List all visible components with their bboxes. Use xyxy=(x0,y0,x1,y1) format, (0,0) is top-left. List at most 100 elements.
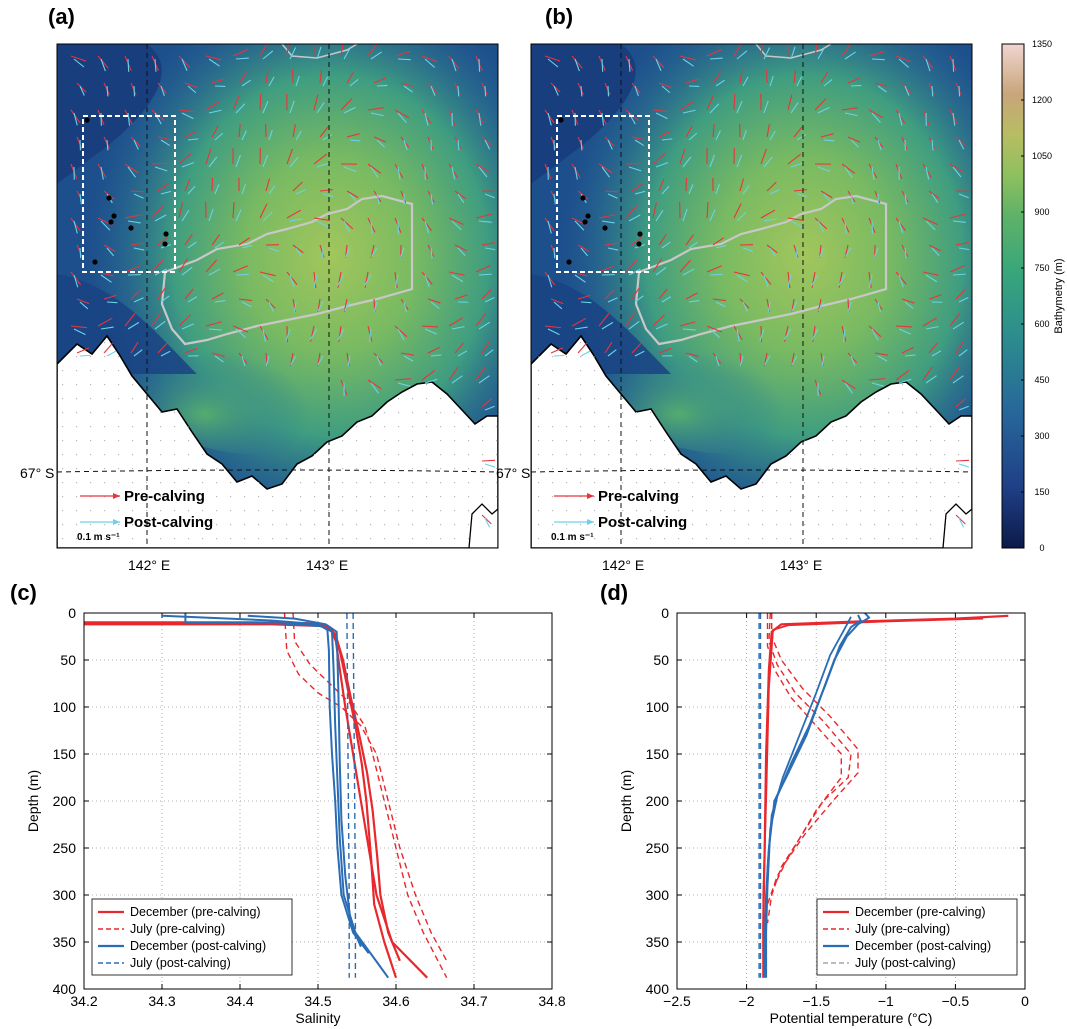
pre-calving-arrow xyxy=(346,71,355,84)
series-group xyxy=(84,613,448,979)
post-calving-arrow xyxy=(478,273,492,276)
post-calving-arrow xyxy=(628,320,640,330)
pre-calving-arrow xyxy=(394,271,398,288)
post-calving-arrow xyxy=(289,156,299,168)
post-calving-arrow xyxy=(100,326,114,330)
pre-calving-arrow xyxy=(448,317,464,327)
post-calving-arrow xyxy=(709,154,715,168)
panel-label-c: (c) xyxy=(10,580,37,605)
post-calving-arrow xyxy=(877,139,882,151)
lon-label-143-b: 143° E xyxy=(780,557,822,573)
post-calving-arrow xyxy=(100,220,111,231)
pre-calving-arrow xyxy=(820,71,829,84)
pre-calving-arrow xyxy=(895,325,913,328)
post-calving-arrow xyxy=(898,220,904,234)
pre-calving-arrow xyxy=(151,312,162,327)
pre-calving-arrow xyxy=(157,136,171,141)
pre-calving-arrow xyxy=(76,244,83,258)
post-calving-arrow xyxy=(634,190,646,195)
pre-calving-arrow xyxy=(631,183,644,192)
legend-entry: July (post-calving) xyxy=(130,956,231,970)
post-calving-arrow xyxy=(850,355,856,366)
y-tick-label: 150 xyxy=(53,746,77,762)
post-calving-arrow xyxy=(397,166,401,180)
post-calving-arrow xyxy=(181,58,188,71)
pre-calving-arrow xyxy=(205,148,212,165)
post-calving-arrow xyxy=(451,166,456,180)
post-calving-arrow xyxy=(478,58,481,72)
x-tick-label: −2.5 xyxy=(663,993,691,1009)
pre-calving-arrow xyxy=(475,264,491,273)
pre-calving-arrow xyxy=(706,325,723,333)
post-calving-arrow xyxy=(478,321,491,330)
y-tick-label: 250 xyxy=(646,840,670,856)
pre-calving-arrow xyxy=(652,202,657,219)
y-tick-label: 250 xyxy=(53,840,77,856)
pre-calving-arrow xyxy=(625,205,637,219)
mooring-site xyxy=(566,259,572,265)
legend-entry: July (pre-calving) xyxy=(130,922,225,936)
pre-calving-arrow xyxy=(766,244,778,254)
post-calving-arrow xyxy=(403,139,408,151)
pre-calving-arrow xyxy=(814,44,818,57)
post-calving-arrow xyxy=(580,247,589,257)
pre-calving-arrow xyxy=(652,55,665,69)
x-tick-label: 0 xyxy=(1021,993,1029,1009)
post-calving-arrow xyxy=(873,247,879,258)
post-calving-arrow xyxy=(187,241,197,249)
post-calving-arrow xyxy=(715,184,721,195)
x-tick-label: 34.7 xyxy=(460,993,487,1009)
post-calving-arrow xyxy=(478,166,488,178)
pre-calving-arrow xyxy=(955,241,969,246)
y-tick-label: 200 xyxy=(53,793,77,809)
post-calving-arrow xyxy=(344,301,351,312)
mooring-site xyxy=(637,231,643,237)
post-calving-arrow xyxy=(553,301,563,310)
post-calving-arrow xyxy=(823,79,833,87)
pre-calving-arrow xyxy=(124,163,139,174)
y-tick-label: 150 xyxy=(646,746,670,762)
post-calving-arrow xyxy=(181,161,195,168)
post-calving-arrow xyxy=(208,268,221,276)
post-calving-arrow xyxy=(958,85,961,97)
post-calving-arrow xyxy=(763,100,769,114)
post-calving-arrow xyxy=(397,328,405,341)
pre-calving-arrow xyxy=(205,321,222,327)
pre-calving-arrow xyxy=(313,217,330,222)
mooring-site xyxy=(128,225,134,231)
post-calving-arrow xyxy=(607,297,618,303)
pre-calving-arrow xyxy=(841,107,858,111)
pre-calving-arrow xyxy=(481,398,493,408)
post-calving-arrow xyxy=(601,166,611,178)
y-tick-label: 50 xyxy=(653,652,669,668)
post-calving-arrow xyxy=(322,193,334,198)
pre-calving-arrow xyxy=(184,233,193,246)
pre-calving-arrow xyxy=(901,298,915,304)
pre-calving-arrow xyxy=(928,190,940,200)
pre-calving-arrow xyxy=(652,109,669,113)
pre-calving-arrow xyxy=(712,237,725,246)
pre-calving-arrow xyxy=(373,352,384,364)
x-tick-label: −1.5 xyxy=(802,993,830,1009)
parallel-67s xyxy=(531,469,972,473)
post-calving-arrow xyxy=(715,130,721,141)
pre-calving-arrow xyxy=(103,294,117,300)
post-calving-arrow xyxy=(709,273,723,276)
post-calving-arrow xyxy=(262,328,266,342)
pre-calving-arrow xyxy=(658,288,668,300)
post-calving-arrow xyxy=(397,58,411,61)
pre-calving-arrow xyxy=(874,190,881,204)
pre-calving-arrow xyxy=(70,325,87,329)
pre-calving-arrow xyxy=(847,352,858,364)
post-calving-arrow xyxy=(373,301,378,313)
post-calving-arrow xyxy=(241,244,253,249)
post-calving-arrow xyxy=(742,185,750,195)
pre-calving-arrow xyxy=(421,217,432,232)
pre-calving-arrow xyxy=(76,347,90,354)
post-calving-arrow xyxy=(397,382,411,387)
post-calving-arrow xyxy=(790,162,804,168)
pre-calving-arrow xyxy=(766,124,770,138)
post-calving-arrow xyxy=(127,58,130,72)
legend-entry: December (post-calving) xyxy=(855,939,991,953)
post-calving-arrow xyxy=(127,321,140,330)
